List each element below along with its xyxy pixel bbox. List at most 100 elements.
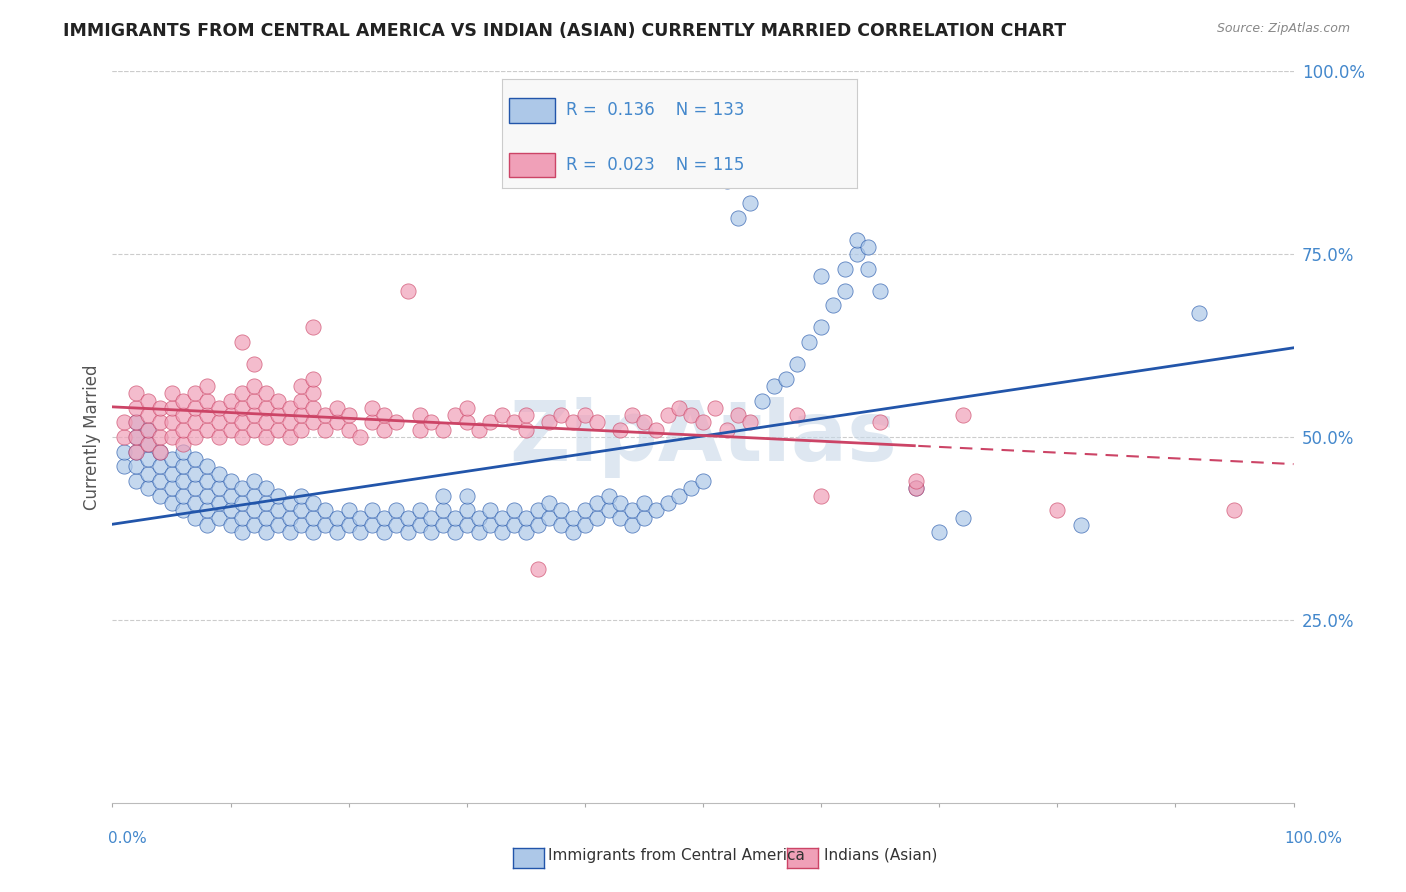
Point (337, 408, 360, 422)
Point (526, 503, 548, 517)
Point (267, 489, 290, 503)
Point (195, 393, 218, 408)
Point (456, 489, 478, 503)
Point (585, 416, 607, 430)
Point (644, 423, 666, 437)
Point (692, 416, 714, 430)
Point (136, 437, 159, 451)
Point (254, 416, 277, 430)
Point (254, 386, 277, 401)
Point (302, 496, 325, 510)
Point (243, 517, 266, 532)
Point (740, 196, 762, 211)
Point (869, 284, 891, 298)
Point (160, 467, 183, 481)
Point (267, 393, 290, 408)
Point (681, 408, 703, 422)
Point (444, 408, 467, 422)
Point (243, 489, 266, 503)
Point (503, 416, 526, 430)
Point (149, 459, 172, 474)
Point (208, 467, 231, 481)
Point (337, 503, 360, 517)
Point (290, 379, 312, 393)
Point (420, 416, 443, 430)
Point (361, 517, 384, 532)
Point (160, 481, 183, 495)
Point (562, 525, 585, 540)
Point (526, 517, 548, 532)
Point (775, 371, 797, 385)
Point (208, 510, 231, 524)
Point (515, 408, 537, 422)
Point (219, 408, 242, 422)
Point (290, 423, 312, 437)
Point (231, 386, 253, 401)
Point (810, 269, 832, 284)
Point (160, 401, 183, 415)
Point (267, 517, 290, 532)
Point (515, 525, 537, 540)
Point (633, 416, 655, 430)
Point (408, 408, 430, 422)
Point (562, 510, 585, 524)
Point (1070, 517, 1092, 532)
Point (503, 517, 526, 532)
Point (278, 416, 301, 430)
Point (125, 444, 148, 458)
Point (420, 525, 443, 540)
Point (1046, 503, 1069, 517)
Point (337, 517, 360, 532)
Point (290, 489, 312, 503)
Point (361, 416, 384, 430)
Point (125, 459, 148, 474)
Point (515, 423, 537, 437)
Point (821, 298, 844, 312)
Point (231, 416, 253, 430)
Point (657, 496, 679, 510)
Point (278, 430, 301, 444)
Point (904, 474, 927, 488)
Point (160, 496, 183, 510)
Point (149, 430, 172, 444)
Point (219, 489, 242, 503)
Point (444, 510, 467, 524)
Point (786, 357, 808, 371)
Point (231, 510, 253, 524)
Point (420, 510, 443, 524)
Point (432, 503, 454, 517)
Point (538, 510, 561, 524)
Point (740, 416, 762, 430)
Point (526, 562, 548, 576)
Point (396, 284, 419, 298)
Point (491, 510, 513, 524)
Point (231, 525, 253, 540)
Point (149, 444, 172, 458)
Point (172, 408, 194, 422)
Point (125, 430, 148, 444)
Point (243, 357, 266, 371)
Point (538, 496, 561, 510)
Text: Immigrants from Central America: Immigrants from Central America (548, 848, 806, 863)
Point (349, 430, 371, 444)
Point (467, 525, 489, 540)
Point (125, 401, 148, 415)
Point (928, 525, 950, 540)
Point (408, 423, 430, 437)
Point (125, 386, 148, 401)
Point (267, 503, 290, 517)
Point (172, 489, 194, 503)
Point (254, 496, 277, 510)
Point (314, 408, 336, 422)
Point (834, 261, 856, 276)
Point (550, 517, 572, 532)
Point (668, 401, 690, 415)
Point (219, 517, 242, 532)
Point (845, 233, 868, 247)
Point (254, 510, 277, 524)
Point (609, 496, 631, 510)
Point (479, 416, 502, 430)
Point (125, 474, 148, 488)
Point (302, 525, 325, 540)
Text: 0.0%: 0.0% (108, 831, 148, 847)
